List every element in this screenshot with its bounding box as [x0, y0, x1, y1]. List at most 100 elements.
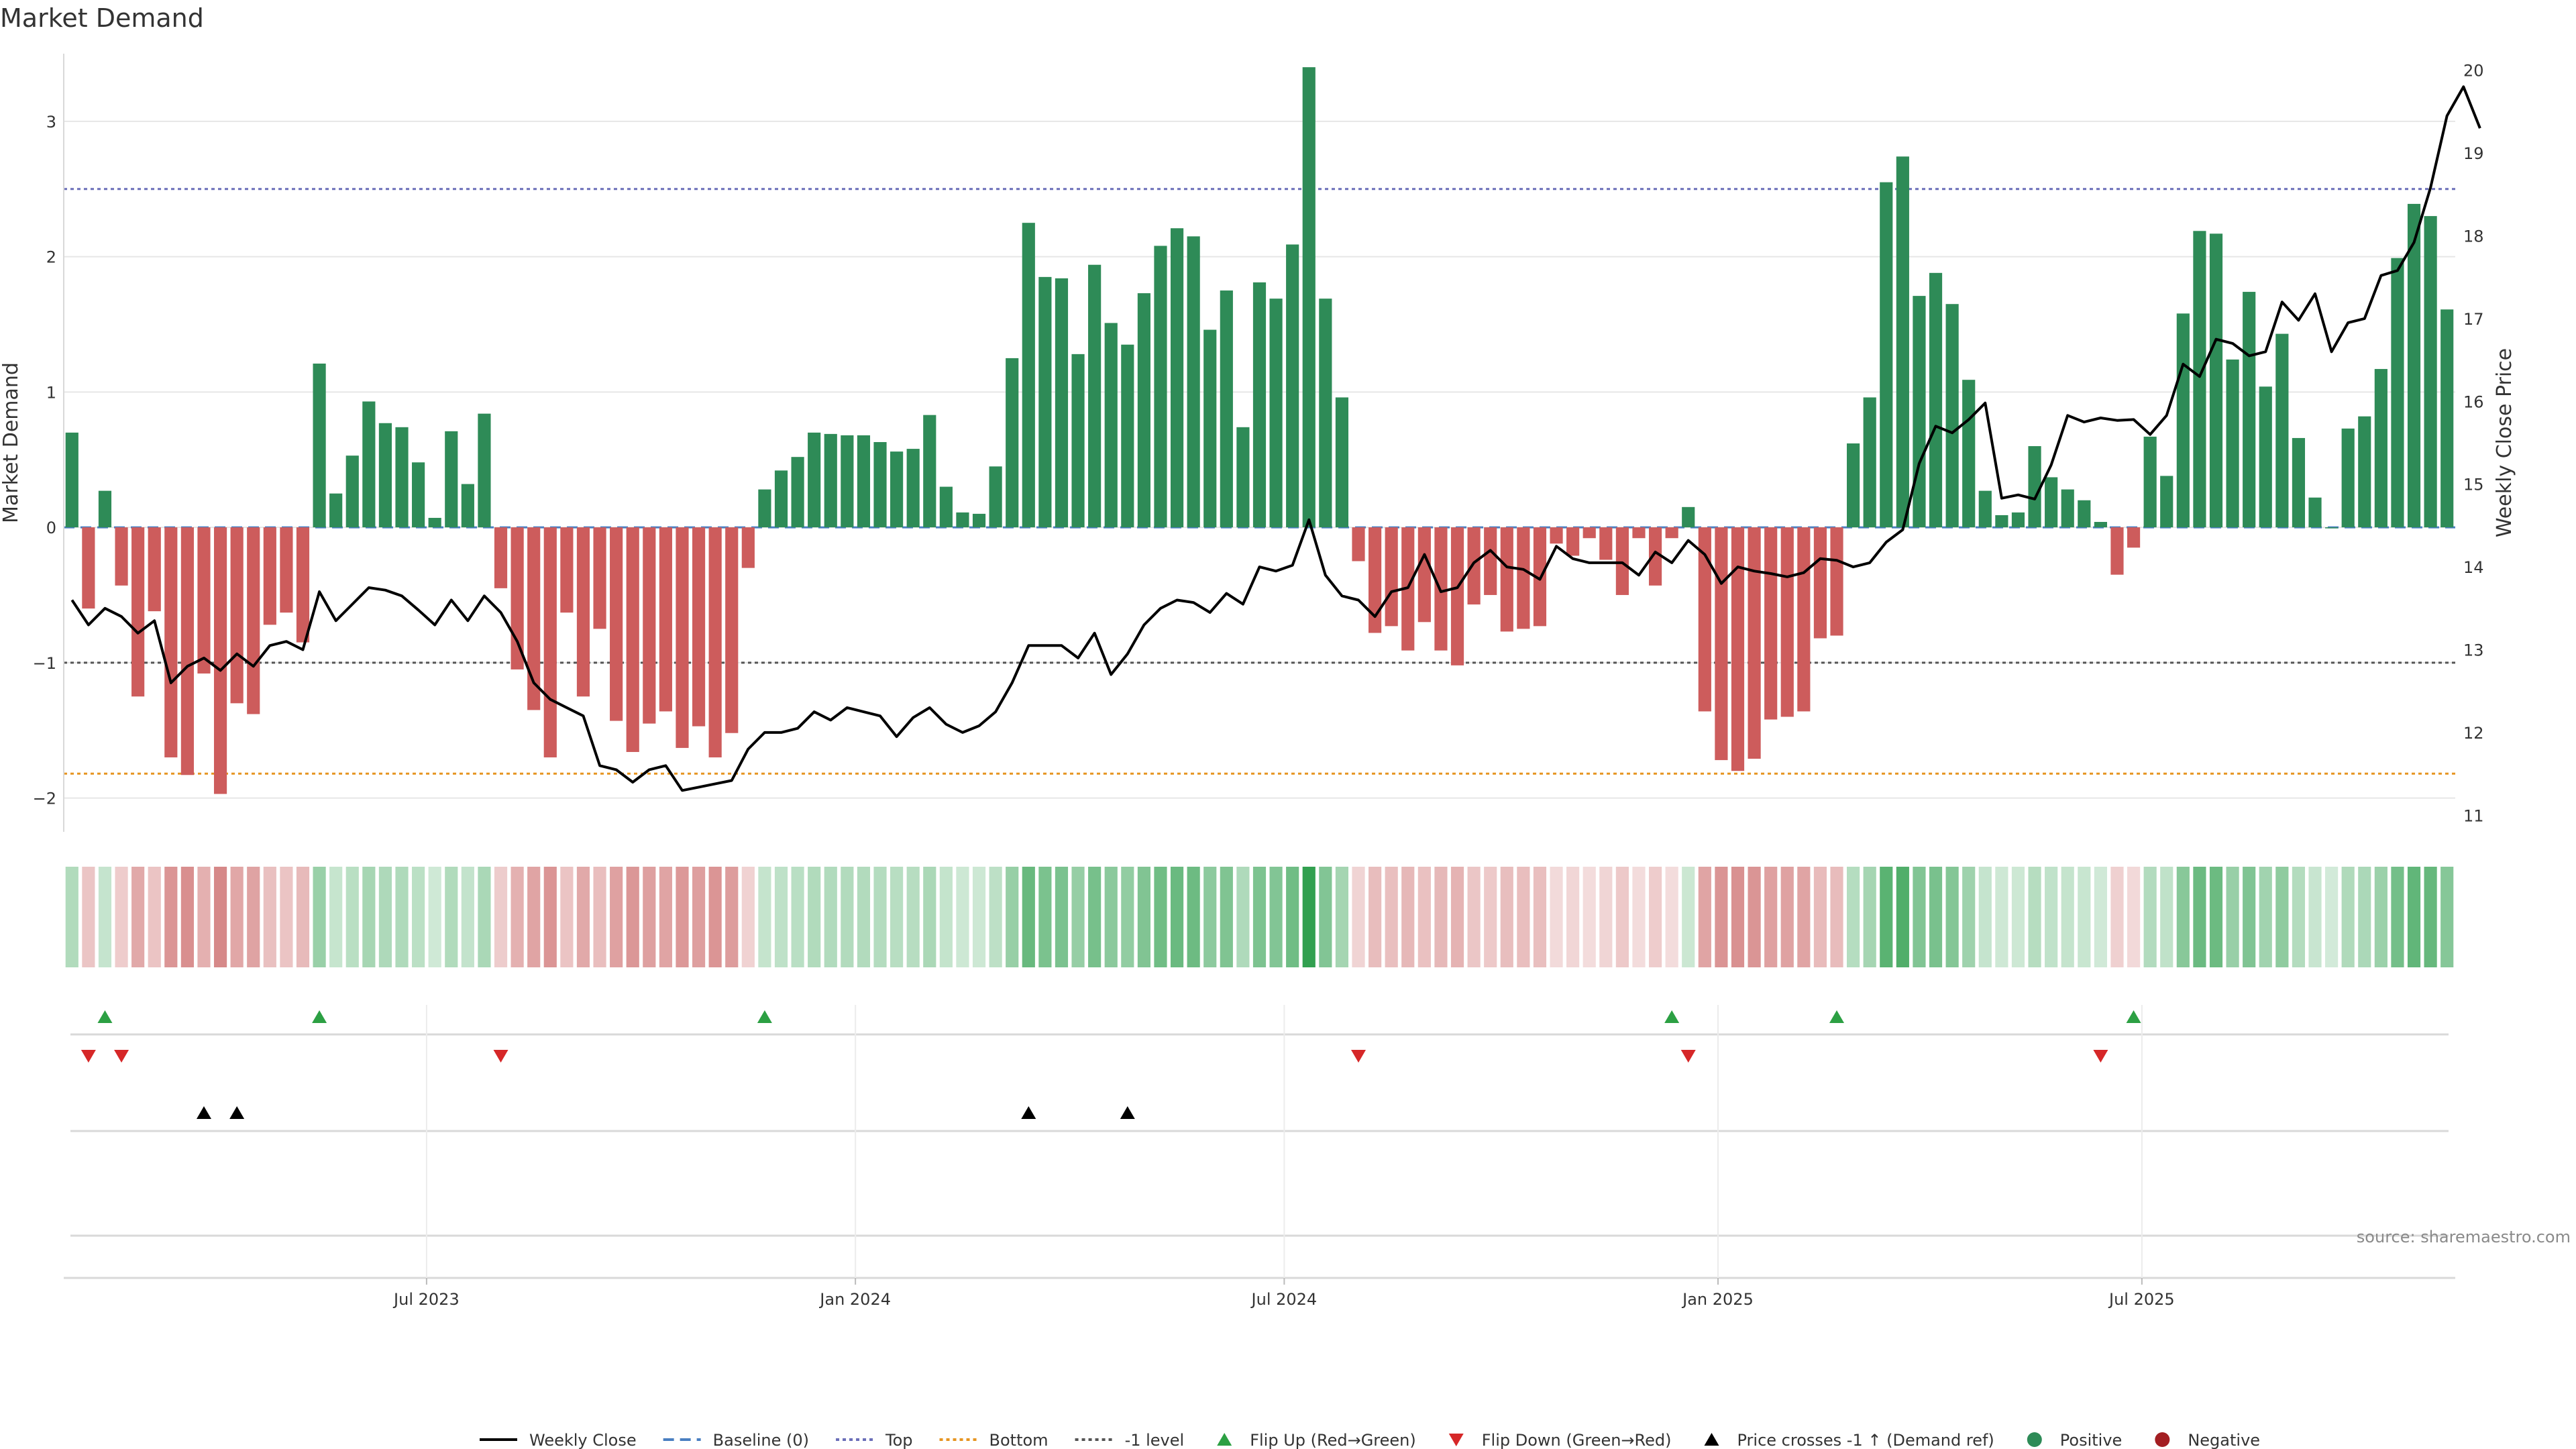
heat-cell-negative	[1830, 867, 1843, 967]
positive-bar	[461, 484, 474, 528]
heat-cell-positive	[1220, 867, 1233, 967]
x-tick-label: Jul 2024	[1250, 1290, 1318, 1309]
heat-cell-positive	[758, 867, 771, 967]
legend-swatch-dot	[2155, 1432, 2170, 1447]
left-tick-label: 0	[46, 519, 56, 537]
heat-cell-positive	[1995, 867, 2008, 967]
positive-bar	[1038, 276, 1052, 528]
positive-bar	[923, 415, 936, 528]
positive-bar	[2292, 437, 2306, 528]
weekly-close-line	[70, 85, 2481, 792]
heat-cell-positive	[2143, 867, 2157, 967]
heat-cell-negative	[1517, 867, 1530, 967]
heat-cell-positive	[1071, 867, 1085, 967]
heat-cell-positive	[2176, 867, 2190, 967]
left-tick-label: −2	[33, 790, 56, 808]
legend-item: Weekly Close	[480, 1431, 637, 1449]
heat-cell-negative	[1632, 867, 1646, 967]
heat-cell-positive	[972, 867, 986, 967]
right-tick-label: 18	[2463, 227, 2484, 246]
positive-bar	[1863, 397, 1876, 528]
positive-bar	[2176, 313, 2190, 528]
heat-cell-negative	[560, 867, 574, 967]
positive-bar	[2209, 233, 2223, 528]
negative-bar	[1484, 527, 1497, 595]
heat-cell-positive	[2078, 867, 2091, 967]
positive-bar	[2160, 476, 2174, 528]
positive-bar	[1962, 380, 1976, 528]
heat-cell-negative	[1748, 867, 1761, 967]
heat-cell-negative	[610, 867, 623, 967]
positive-bar	[1220, 290, 1233, 528]
heat-cell-positive	[1088, 867, 1102, 967]
heat-cell-positive	[1847, 867, 1860, 967]
negative-bar	[708, 527, 722, 758]
heat-cell-negative	[1780, 867, 1794, 967]
heat-cell-positive	[2061, 867, 2074, 967]
positive-bar	[2325, 527, 2339, 529]
heat-cell-negative	[708, 867, 722, 967]
heat-cell-negative	[2127, 867, 2141, 967]
heat-cell-negative	[1450, 867, 1464, 967]
heat-cell-negative	[230, 867, 244, 967]
negative-bar	[2110, 527, 2124, 575]
positive-bar	[313, 363, 326, 528]
heat-cell-negative	[213, 867, 227, 967]
price-cross-marker	[1021, 1106, 1036, 1119]
positive-bar	[1995, 515, 2008, 528]
positive-bar	[2094, 522, 2107, 528]
positive-bar	[873, 441, 887, 528]
positive-bar	[1978, 490, 1992, 528]
positive-bar	[989, 466, 1002, 528]
positive-bar	[2341, 428, 2355, 528]
heat-cell-positive	[1962, 867, 1976, 967]
right-tick-label: 20	[2463, 62, 2484, 80]
heat-cell-negative	[1368, 867, 1382, 967]
negative-bar	[511, 527, 524, 669]
heat-cell-positive	[1022, 867, 1035, 967]
positive-bar	[2440, 309, 2454, 528]
negative-bar	[1665, 527, 1678, 539]
x-tick-label: Jul 2025	[2108, 1290, 2175, 1309]
heat-cell-negative	[659, 867, 672, 967]
legend-item: Baseline (0)	[663, 1431, 809, 1449]
heat-cell-positive	[1682, 867, 1695, 967]
negative-bar	[692, 527, 706, 727]
right-axis-ticks: 20 19 18 17 16 15 14 13 12 11	[2463, 62, 2484, 826]
heat-cell-positive	[313, 867, 326, 967]
heat-cell-positive	[939, 867, 953, 967]
negative-bar	[1417, 527, 1431, 623]
heat-cell-positive	[362, 867, 376, 967]
positive-bar	[774, 470, 788, 528]
positive-bar	[1319, 299, 1332, 528]
x-tick-label: Jan 2025	[1681, 1290, 1754, 1309]
flip-up-marker	[1664, 1010, 1680, 1023]
heat-cell-negative	[115, 867, 128, 967]
heat-cell-positive	[2160, 867, 2174, 967]
negative-bar	[1632, 527, 1646, 539]
positive-bar	[2259, 386, 2272, 528]
positive-bar	[1269, 299, 1283, 528]
heat-cell-positive	[774, 867, 788, 967]
negative-bar	[1731, 527, 1745, 771]
negative-bar	[676, 527, 689, 748]
heat-cell-positive	[1913, 867, 1926, 967]
positive-bar	[1088, 264, 1102, 528]
heat-cell-positive	[2341, 867, 2355, 967]
heat-cell-negative	[626, 867, 639, 967]
negative-bar	[1797, 527, 1811, 712]
heat-cell-positive	[824, 867, 837, 967]
legend-label: Baseline (0)	[713, 1431, 809, 1449]
negative-bar	[148, 527, 161, 612]
negative-bar	[1648, 527, 1662, 586]
heat-cell-positive	[1236, 867, 1250, 967]
signal-marker-panels	[64, 1005, 2455, 1279]
chart-title: Market Demand	[0, 3, 204, 33]
heat-cell-negative	[280, 867, 293, 967]
legend-label: -1 level	[1125, 1431, 1185, 1449]
negative-bar	[494, 527, 508, 588]
positive-bar	[1154, 246, 1167, 528]
positive-bar	[1913, 296, 1926, 528]
right-tick-label: 19	[2463, 144, 2484, 163]
